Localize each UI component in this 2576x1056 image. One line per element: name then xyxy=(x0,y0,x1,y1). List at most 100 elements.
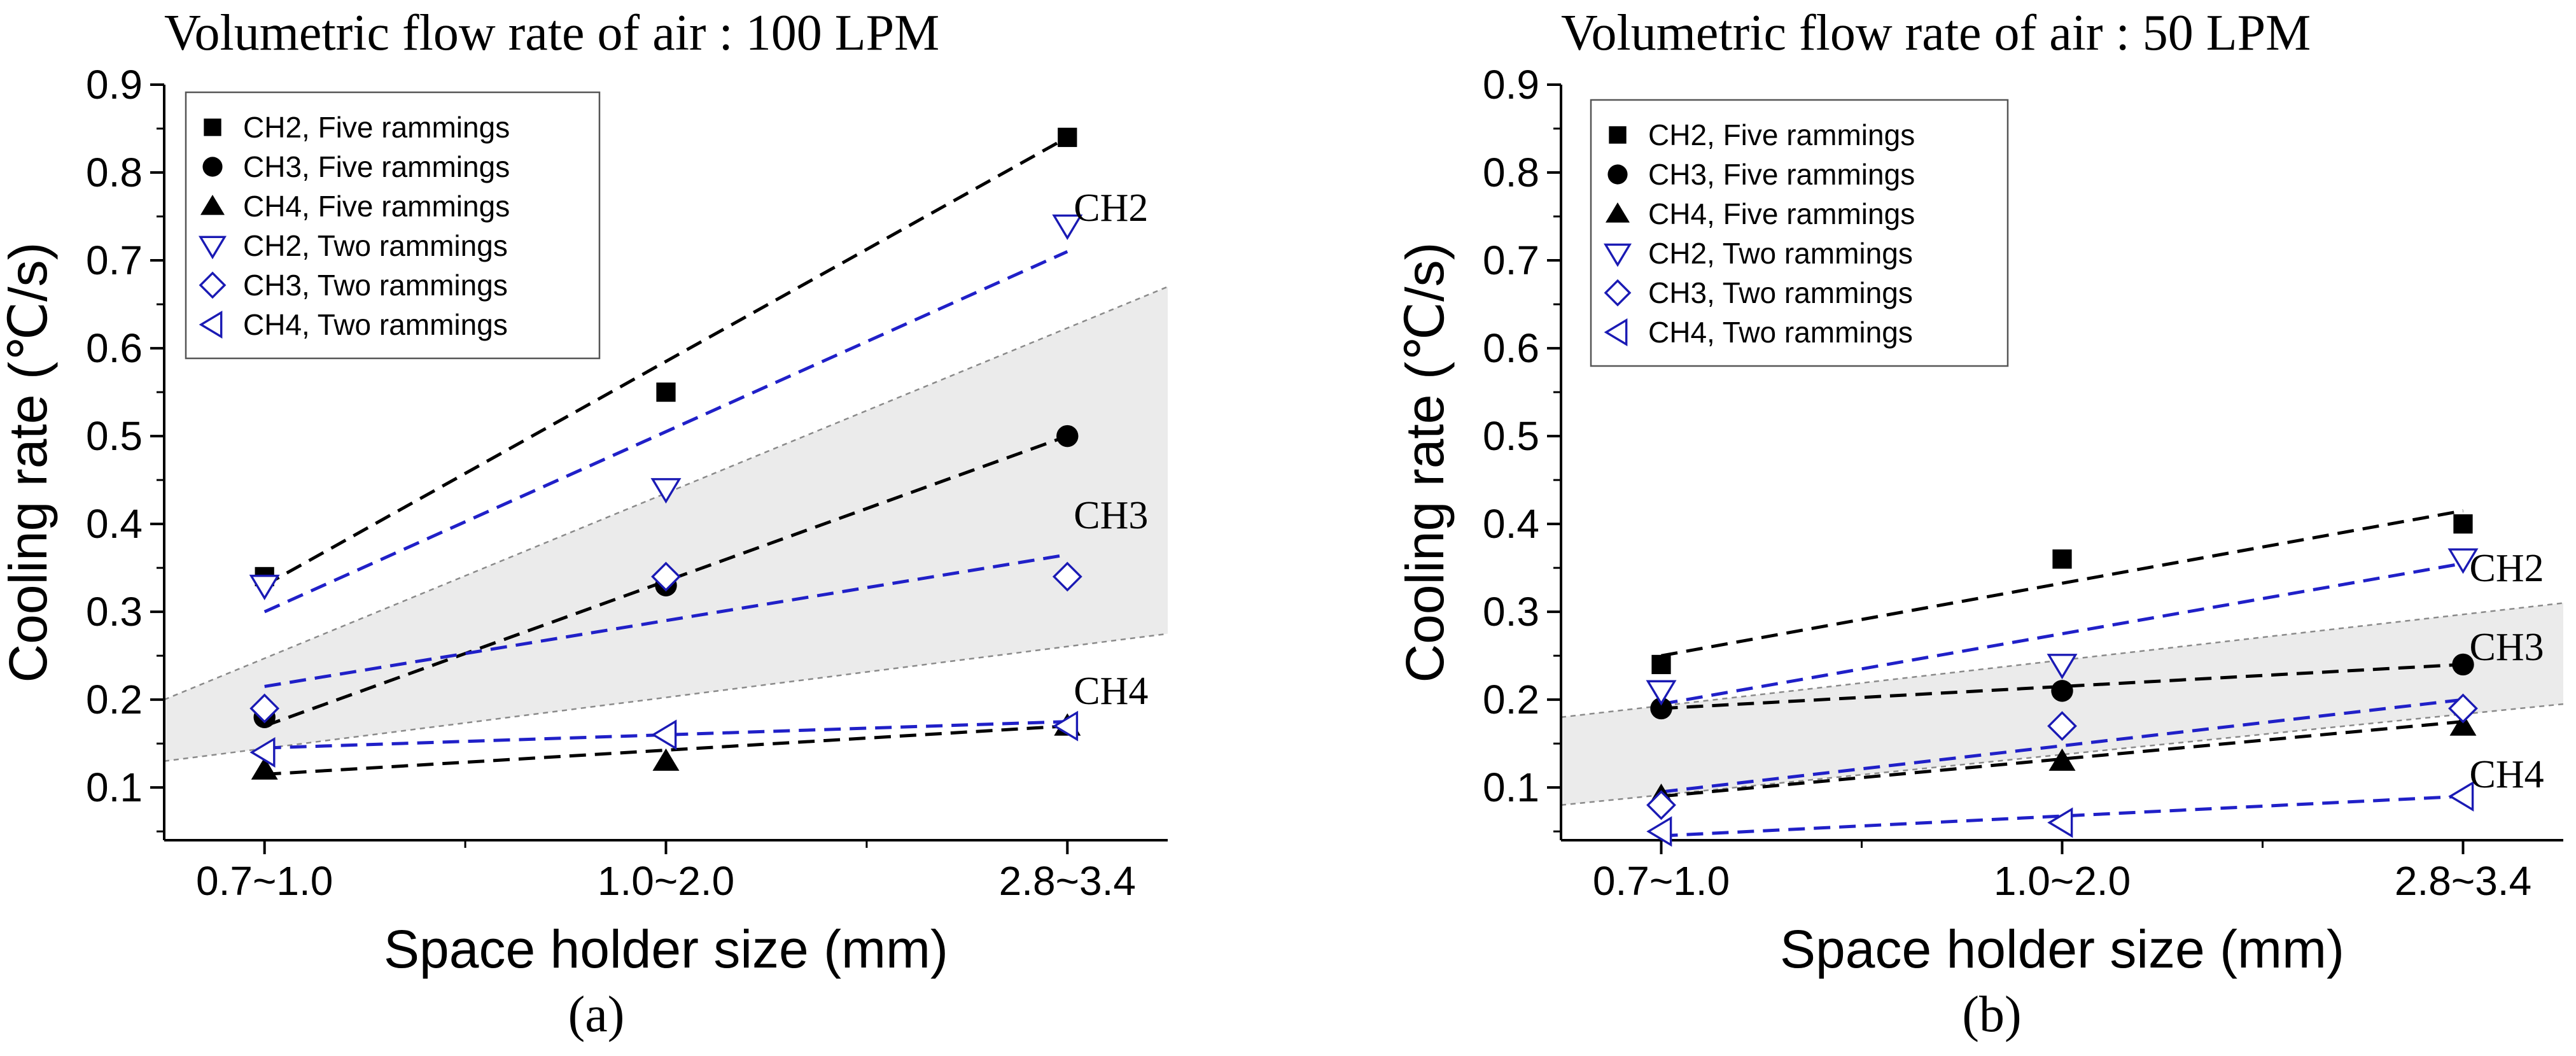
shaded-band xyxy=(1561,603,2563,805)
y-tick-label: 0.5 xyxy=(86,413,143,459)
trend-line-1 xyxy=(263,136,1068,587)
data-point-series-3 xyxy=(251,757,278,780)
x-axis-label: Space holder size (mm) xyxy=(384,919,948,979)
y-tick-label: 0.6 xyxy=(1483,325,1539,371)
data-point-series-2 xyxy=(1650,697,1672,720)
y-tick-label: 0.5 xyxy=(1483,413,1539,459)
data-point-series-2 xyxy=(1056,425,1079,447)
data-point-series-6 xyxy=(1646,816,1672,847)
y-tick-label: 0.3 xyxy=(86,589,143,635)
legend: CH2, Five rammings CH3, Five rammings CH4,… xyxy=(1590,99,2009,367)
data-point-series-1 xyxy=(2052,549,2072,569)
legend-label: CH2, Five rammings xyxy=(243,111,510,144)
data-point-series-5 xyxy=(2448,693,2478,724)
x-tick-label: 0.7~1.0 xyxy=(1593,858,1730,904)
x-tick-label: 0.7~1.0 xyxy=(196,858,333,904)
trend-line-4 xyxy=(1661,561,2463,706)
y-tick-label: 0.8 xyxy=(86,150,143,195)
y-tick-label: 0.4 xyxy=(86,501,143,547)
data-point-series-6 xyxy=(651,719,677,750)
legend-label: CH4, Two rammings xyxy=(1648,316,1913,349)
y-tick-label: 0.9 xyxy=(86,62,143,108)
data-point-series-5 xyxy=(651,561,681,592)
band-lower-edge xyxy=(164,633,1168,763)
legend-label: CH2, Five rammings xyxy=(1648,118,1915,151)
legend-label: CH2, Two rammings xyxy=(243,229,508,262)
panel-label: (a) xyxy=(568,987,625,1043)
y-tick-label: 0.7 xyxy=(1483,237,1539,283)
data-point-series-3 xyxy=(652,748,680,771)
data-point-series-1 xyxy=(656,382,676,402)
legend-marker-6 xyxy=(1604,318,1628,346)
annotation-ch3: CH3 xyxy=(1074,494,1148,537)
x-tick-label: 2.8~3.4 xyxy=(999,858,1136,904)
legend-marker-4 xyxy=(199,236,227,260)
x-tick-label: 1.0~2.0 xyxy=(598,858,734,904)
chart-panel-a: Volumetric flow rate of air : 100 LPM 0.1… xyxy=(0,5,1168,1043)
legend-label: CH3, Five rammings xyxy=(1648,158,1915,191)
legend-label: CH3, Two rammings xyxy=(1648,276,1913,309)
y-tick-label: 0.1 xyxy=(86,764,143,810)
data-point-series-1 xyxy=(2453,514,2473,534)
x-axis-label: Space holder size (mm) xyxy=(1780,919,2344,979)
legend-marker-1 xyxy=(204,118,221,136)
data-point-series-6 xyxy=(1053,710,1079,742)
trend-line-5 xyxy=(1661,698,2463,794)
annotation-ch4: CH4 xyxy=(1074,670,1148,713)
data-point-series-1 xyxy=(1651,654,1671,675)
legend-label: CH4, Five rammings xyxy=(1648,197,1915,230)
trend-line-3 xyxy=(264,724,1068,776)
data-point-series-5 xyxy=(249,693,280,724)
annotation-ch4: CH4 xyxy=(2470,753,2544,796)
x-tick-label: 2.8~3.4 xyxy=(2395,858,2531,904)
legend-marker-2 xyxy=(202,157,223,177)
panel-label: (b) xyxy=(1962,987,2021,1043)
data-point-series-4 xyxy=(1052,215,1083,241)
y-axis-label: Cooling rate (℃/s) xyxy=(0,243,58,683)
y-tick-label: 0.3 xyxy=(1483,589,1539,635)
data-point-series-3 xyxy=(2449,713,2477,736)
legend-marker-4 xyxy=(1604,243,1632,267)
data-point-series-2 xyxy=(2051,680,2073,702)
y-tick-label: 0.7 xyxy=(86,237,143,283)
x-tick-label: 1.0~2.0 xyxy=(1994,858,2131,904)
legend-marker-2 xyxy=(1607,164,1628,185)
trend-line-4 xyxy=(263,250,1068,614)
data-point-series-1 xyxy=(1058,127,1077,147)
legend-marker-6 xyxy=(199,311,223,339)
legend-marker-3 xyxy=(1606,202,1630,223)
y-tick-label: 0.9 xyxy=(1483,62,1539,108)
shaded-band xyxy=(164,286,1168,761)
y-tick-label: 0.6 xyxy=(86,325,143,371)
data-point-series-5 xyxy=(1646,790,1676,820)
legend-label: CH4, Five rammings xyxy=(243,190,510,223)
y-tick-label: 0.2 xyxy=(1483,677,1539,722)
legend: CH2, Five rammings CH3, Five rammings CH4,… xyxy=(185,91,601,360)
annotation-ch2: CH2 xyxy=(1074,187,1148,230)
data-point-series-6 xyxy=(2047,807,2073,838)
annotation-ch3: CH3 xyxy=(2470,626,2544,669)
legend-marker-5 xyxy=(1604,279,1632,307)
chart-title: Volumetric flow rate of air : 100 LPM xyxy=(164,5,939,61)
legend-marker-3 xyxy=(200,194,225,215)
chart-panel-b: Volumetric flow rate of air : 50 LPM 0.1 0… xyxy=(1395,5,2563,1043)
legend-label: CH4, Two rammings xyxy=(243,308,508,341)
band-upper-edge xyxy=(1561,602,2563,719)
data-point-series-3 xyxy=(2048,748,2076,771)
y-tick-label: 0.8 xyxy=(1483,150,1539,195)
legend-label: CH3, Two rammings xyxy=(243,269,508,302)
legend-marker-1 xyxy=(1609,126,1627,144)
data-point-series-4 xyxy=(2047,654,2078,680)
trend-line-6 xyxy=(264,720,1068,750)
trend-line-5 xyxy=(264,553,1068,688)
legend-label: CH3, Five rammings xyxy=(243,150,510,183)
data-point-series-6 xyxy=(249,736,276,768)
data-point-series-6 xyxy=(2448,780,2474,812)
y-axis-label: Cooling rate (℃/s) xyxy=(1395,243,1455,683)
trend-line-3 xyxy=(1661,720,2463,798)
data-point-series-4 xyxy=(650,478,682,504)
trend-line-6 xyxy=(1661,794,2463,838)
y-tick-label: 0.1 xyxy=(1483,764,1539,810)
trend-line-2 xyxy=(263,434,1068,728)
